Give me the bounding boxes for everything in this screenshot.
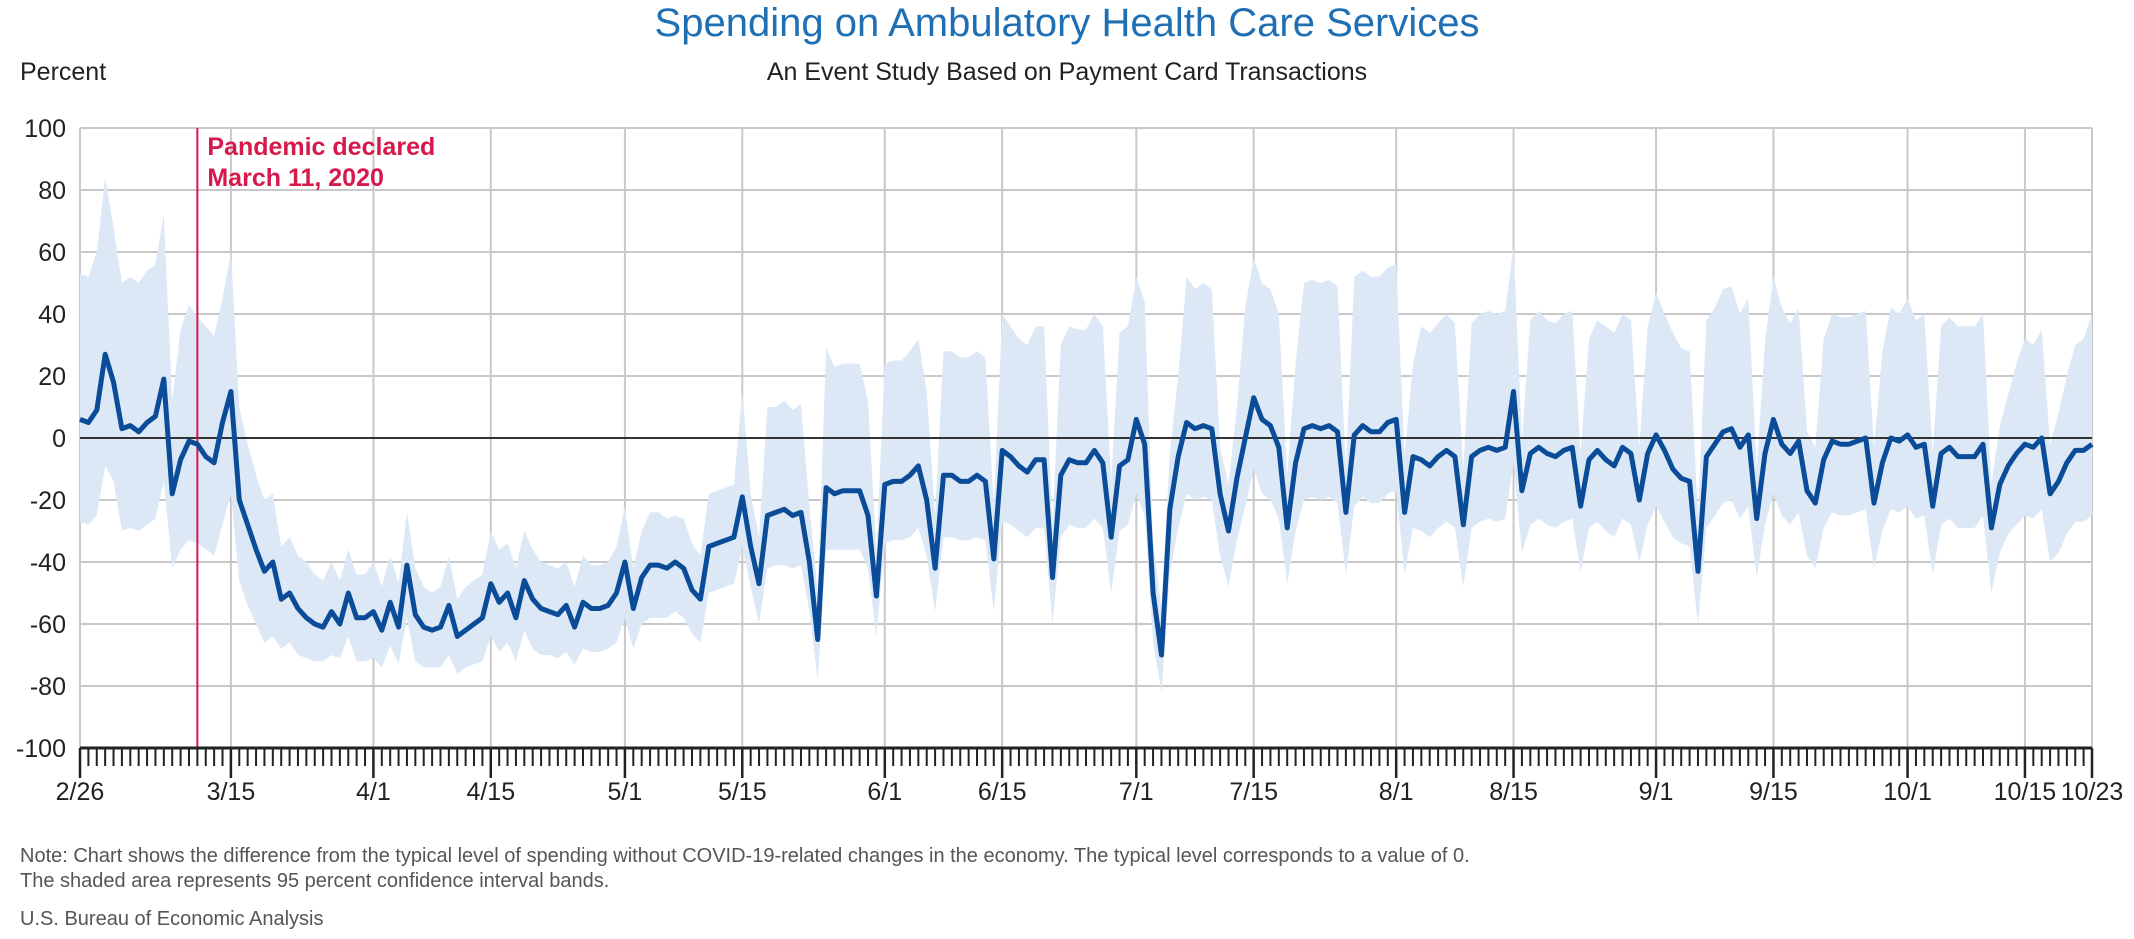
x-tick-label: 2/26	[56, 778, 105, 806]
x-tick-label: 8/15	[1489, 778, 1538, 806]
confidence-band	[80, 177, 2092, 693]
y-tick-labels: 100 80 60 40 20 0 -20 -40 -60 -80 -100	[16, 115, 66, 763]
x-tick-label: 10/1	[1883, 778, 1932, 806]
annotation-line-1: Pandemic declared	[207, 133, 435, 161]
y-tick-label: 40	[38, 301, 66, 329]
x-tick-label: 5/15	[718, 778, 767, 806]
x-tick-label: 10/15	[1994, 778, 2057, 806]
spending-line	[79, 351, 2094, 658]
y-tick-label: -40	[30, 549, 66, 577]
y-tick-label: 20	[38, 363, 66, 391]
x-tick-label: 7/1	[1119, 778, 1154, 806]
x-tick-label: 9/15	[1749, 778, 1798, 806]
note-line-2: The shaded area represents 95 percent co…	[20, 870, 610, 892]
annotation-line-2: March 11, 2020	[207, 164, 384, 192]
x-tick-label: 4/1	[356, 778, 391, 806]
x-tick-label: 10/23	[2061, 778, 2124, 806]
pandemic-annotation: Pandemic declared March 11, 2020	[196, 128, 435, 748]
x-tick-label: 5/1	[608, 778, 643, 806]
y-tick-label: 80	[38, 177, 66, 205]
x-tick-label: 7/15	[1229, 778, 1278, 806]
y-axis-label: Percent	[20, 58, 107, 86]
y-tick-label: 100	[24, 115, 66, 143]
y-tick-label: -100	[16, 735, 66, 763]
x-tick-label: 8/1	[1379, 778, 1414, 806]
note-line-1: Note: Chart shows the difference from th…	[20, 845, 1470, 867]
chart-title: Spending on Ambulatory Health Care Servi…	[654, 1, 1480, 45]
chart-subtitle: An Event Study Based on Payment Card Tra…	[766, 58, 1368, 86]
y-tick-label: -20	[30, 487, 66, 515]
source-credit: U.S. Bureau of Economic Analysis	[20, 908, 324, 930]
x-tick-label: 6/15	[978, 778, 1027, 806]
x-tick-label: 4/15	[466, 778, 515, 806]
x-axis: 2/26 3/15 4/1 4/15 5/1 5/15 6/1 6/15 7/1 7/15 8/1 8…	[56, 746, 2124, 806]
x-tick-label: 3/15	[207, 778, 256, 806]
y-tick-label: 60	[38, 239, 66, 267]
y-tick-label: -80	[30, 673, 66, 701]
y-tick-label: 0	[52, 425, 66, 453]
x-tick-label: 9/1	[1639, 778, 1674, 806]
x-tick-label: 6/1	[867, 778, 902, 806]
y-tick-label: -60	[30, 611, 66, 639]
